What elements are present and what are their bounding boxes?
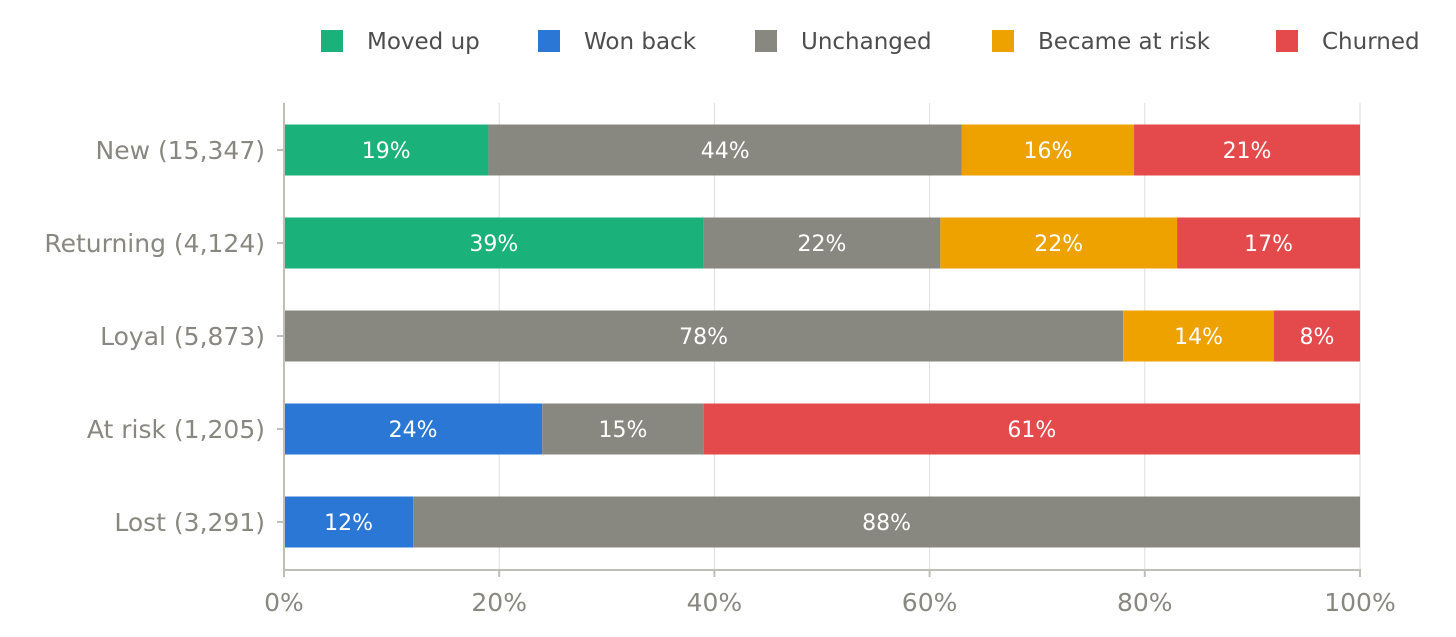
bar-segment: [284, 310, 1124, 362]
data-label: 21%: [1223, 139, 1272, 164]
bar-row: 19% 44% 16% 21%: [284, 124, 1360, 176]
bar-row: 78% 14% 8%: [284, 310, 1360, 362]
x-tick-label: 60%: [902, 588, 958, 617]
legend: Moved up Won back Unchanged Became at risk C…: [321, 29, 1420, 55]
y-tick-label: Returning (4,124): [44, 229, 265, 258]
data-label: 17%: [1244, 232, 1293, 257]
legend-item-became-at-risk: Became at risk: [992, 29, 1211, 55]
data-label: 22%: [1034, 232, 1083, 257]
data-label: 88%: [862, 511, 911, 536]
x-tick-label: 0%: [264, 588, 304, 617]
legend-swatch: [992, 30, 1014, 52]
legend-swatch: [1276, 30, 1298, 52]
legend-label: Unchanged: [801, 29, 932, 55]
y-tick-label: Lost (3,291): [114, 508, 265, 537]
legend-item-unchanged: Unchanged: [755, 29, 932, 55]
data-label: 61%: [1007, 418, 1056, 443]
legend-label: Won back: [584, 29, 697, 55]
data-label: 8%: [1300, 325, 1335, 350]
legend-item-moved-up: Moved up: [321, 29, 480, 55]
bar-segment: [1134, 124, 1360, 176]
bar-row: 24% 15% 61%: [284, 403, 1360, 455]
data-label: 39%: [469, 232, 518, 257]
bar-segment: [703, 403, 1360, 455]
data-label: 22%: [798, 232, 847, 257]
bar-segment: [542, 403, 704, 455]
y-tick-label: New (15,347): [96, 136, 265, 165]
y-tick-labels: New (15,347) Returning (4,124) Loyal (5,87…: [44, 136, 284, 537]
bar-segment: [940, 217, 1178, 269]
legend-swatch: [538, 30, 560, 52]
x-tick-label: 40%: [687, 588, 743, 617]
bar-segment: [1273, 310, 1360, 362]
bar-segment: [284, 124, 489, 176]
bar-segment: [488, 124, 962, 176]
bar-segment: [413, 496, 1360, 548]
x-tick-label: 20%: [471, 588, 527, 617]
data-label: 44%: [701, 139, 750, 164]
y-tick-label: Loyal (5,873): [100, 322, 265, 351]
bar-segment: [703, 217, 941, 269]
data-label: 19%: [362, 139, 411, 164]
bar-segment: [284, 496, 414, 548]
data-label: 15%: [598, 418, 647, 443]
bar-segment: [961, 124, 1135, 176]
data-label: 12%: [324, 511, 373, 536]
bars: 19% 44% 16% 21% 39% 22% 22% 17% 78% 14% 8% 24% 15% 61…: [284, 124, 1360, 548]
data-label: 16%: [1024, 139, 1073, 164]
legend-label: Moved up: [367, 29, 480, 55]
data-label: 78%: [679, 325, 728, 350]
bar-row: 12% 88%: [284, 496, 1360, 548]
x-tick-label: 80%: [1117, 588, 1173, 617]
bar-segment: [1123, 310, 1274, 362]
bar-segment: [284, 403, 543, 455]
data-label: 14%: [1174, 325, 1223, 350]
bar-segment: [1177, 217, 1360, 269]
x-tick-labels: 0% 20% 40% 60% 80% 100%: [264, 570, 1396, 617]
legend-label: Churned: [1322, 29, 1420, 55]
legend-swatch: [755, 30, 777, 52]
legend-item-won-back: Won back: [538, 29, 697, 55]
data-label: 24%: [389, 418, 438, 443]
bar-row: 39% 22% 22% 17%: [284, 217, 1360, 269]
legend-item-churned: Churned: [1276, 29, 1420, 55]
y-tick-label: At risk (1,205): [87, 415, 265, 444]
bar-segment: [284, 217, 704, 269]
x-tick-label: 100%: [1324, 588, 1395, 617]
legend-label: Became at risk: [1038, 29, 1211, 55]
legend-swatch: [321, 30, 343, 52]
